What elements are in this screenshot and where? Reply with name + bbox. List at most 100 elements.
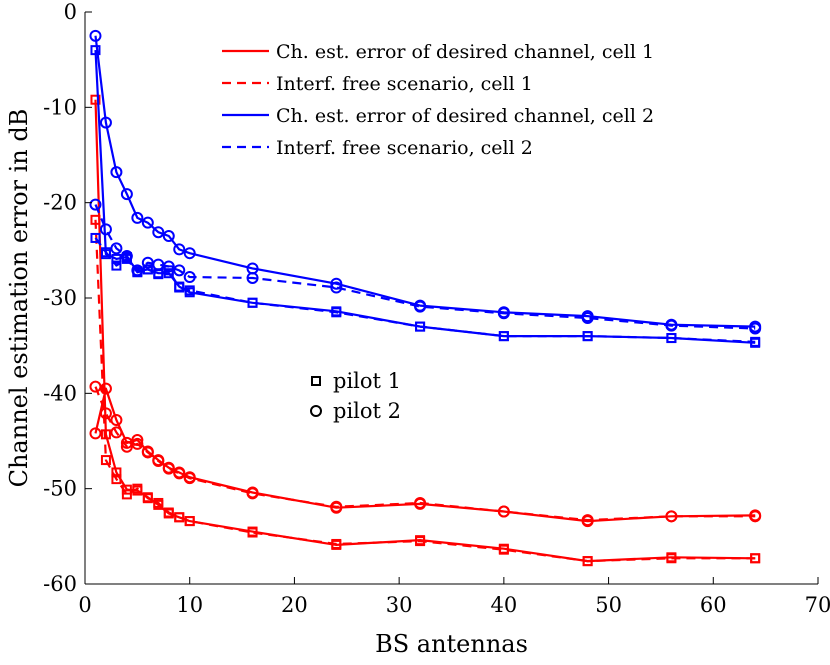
data-point-circle <box>183 472 196 485</box>
data-point-circle <box>89 427 102 440</box>
data-point-circle <box>183 271 196 284</box>
data-point-circle <box>749 322 762 335</box>
data-point-circle <box>120 440 133 453</box>
data-point-circle <box>89 29 102 42</box>
data-point-square <box>415 321 426 332</box>
data-point-square <box>750 553 761 564</box>
x-tick-label: 70 <box>805 593 830 617</box>
y-tick-label: -50 <box>43 477 77 501</box>
legend: Ch. est. error of desired channel, cell … <box>222 41 654 159</box>
data-point-circle <box>131 211 144 224</box>
legend-label: Interf. free scenario, cell 1 <box>276 73 533 95</box>
data-point-square <box>100 247 111 258</box>
data-point-square <box>90 214 101 225</box>
axes-frame <box>84 12 818 585</box>
data-point-square <box>174 512 185 523</box>
legend-label: Interf. free scenario, cell 2 <box>276 137 533 159</box>
marker-legend-label: pilot 2 <box>333 399 401 423</box>
data-point-square <box>582 331 593 342</box>
data-point-square <box>100 455 111 466</box>
legend-label: Ch. est. error of desired channel, cell … <box>276 105 654 127</box>
marker-legend: pilot 1 pilot 2 <box>310 369 401 423</box>
series-3 <box>89 380 762 527</box>
data-point-circle <box>89 198 102 211</box>
x-tick-label: 30 <box>386 593 413 617</box>
data-point-square <box>666 553 677 564</box>
data-point-circle <box>330 500 343 513</box>
x-tick-label: 20 <box>281 593 308 617</box>
data-point-circle <box>99 116 112 129</box>
data-point-circle <box>162 462 175 475</box>
data-point-circle <box>99 407 112 420</box>
data-point-circle <box>152 226 165 239</box>
marker-legend-entry: pilot 2 <box>310 399 401 423</box>
data-point-square <box>247 297 258 308</box>
y-tick-label: -30 <box>43 286 77 310</box>
x-tick-label: 0 <box>78 593 91 617</box>
data-point-circle <box>414 496 427 509</box>
data-point-circle <box>110 414 123 427</box>
data-point-square <box>666 333 677 344</box>
series-line <box>94 219 756 563</box>
data-point-circle <box>497 307 510 320</box>
data-point-circle <box>152 455 165 468</box>
y-tick-label: -40 <box>43 381 77 405</box>
data-point-square <box>121 489 132 500</box>
data-point-circle <box>141 216 154 229</box>
marker-legend-label: pilot 1 <box>333 369 401 393</box>
data-point-square <box>111 253 122 264</box>
legend-entry: Ch. est. error of desired channel, cell … <box>222 105 654 127</box>
data-point-circle <box>99 223 112 236</box>
x-tick-label: 10 <box>176 593 203 617</box>
x-axis-label: BS antennas <box>375 630 528 658</box>
data-point-circle <box>141 446 154 459</box>
data-point-circle <box>665 510 678 523</box>
series-5 <box>90 232 761 347</box>
series-1 <box>90 214 761 567</box>
data-point-square <box>153 497 164 508</box>
data-point-square <box>174 282 185 293</box>
data-point-circle <box>665 319 678 332</box>
data-point-circle <box>246 487 259 500</box>
legend-entry: Interf. free scenario, cell 1 <box>222 73 533 95</box>
data-point-circle <box>173 243 186 256</box>
data-point-square <box>498 544 509 555</box>
marker-legend-entry: pilot 1 <box>311 369 401 393</box>
legend-entry: Interf. free scenario, cell 2 <box>222 137 533 159</box>
legend-label: Ch. est. error of desired channel, cell … <box>276 41 654 63</box>
data-point-circle <box>110 426 123 439</box>
data-point-circle <box>120 250 133 263</box>
data-point-square <box>90 45 101 56</box>
data-point-square <box>184 285 195 296</box>
data-point-circle <box>162 260 175 273</box>
data-point-circle <box>173 264 186 277</box>
series-line <box>94 35 756 328</box>
x-tick-label: 60 <box>700 593 727 617</box>
data-point-square <box>90 232 101 243</box>
data-point-circle <box>246 271 259 284</box>
data-point-square <box>142 264 153 275</box>
data-point-square <box>90 94 101 105</box>
data-point-square <box>184 516 195 527</box>
data-point-circle <box>162 230 175 243</box>
series-7 <box>89 198 762 335</box>
legend-entry: Ch. est. error of desired channel, cell … <box>222 41 654 63</box>
data-point-square <box>163 507 174 518</box>
tick-labels: 0 10 20 30 40 50 60 70 0 -10 -20 -30 -40 -50 -60 <box>43 0 830 617</box>
marker-legend-circle-icon <box>310 405 322 417</box>
series-line <box>94 99 756 563</box>
series-0 <box>90 94 761 567</box>
data-point-square <box>132 483 143 494</box>
y-tick-label: 0 <box>64 0 77 24</box>
data-point-circle <box>330 281 343 294</box>
data-point-circle <box>581 312 594 325</box>
data-point-square <box>750 336 761 347</box>
y-tick-label: -60 <box>43 572 77 596</box>
data-point-square <box>331 307 342 318</box>
data-point-circle <box>497 505 510 518</box>
data-point-circle <box>110 166 123 179</box>
y-tick-label: -20 <box>43 191 77 215</box>
data-point-circle <box>173 467 186 480</box>
x-tick-label: 40 <box>490 593 517 617</box>
data-point-square <box>247 527 258 538</box>
